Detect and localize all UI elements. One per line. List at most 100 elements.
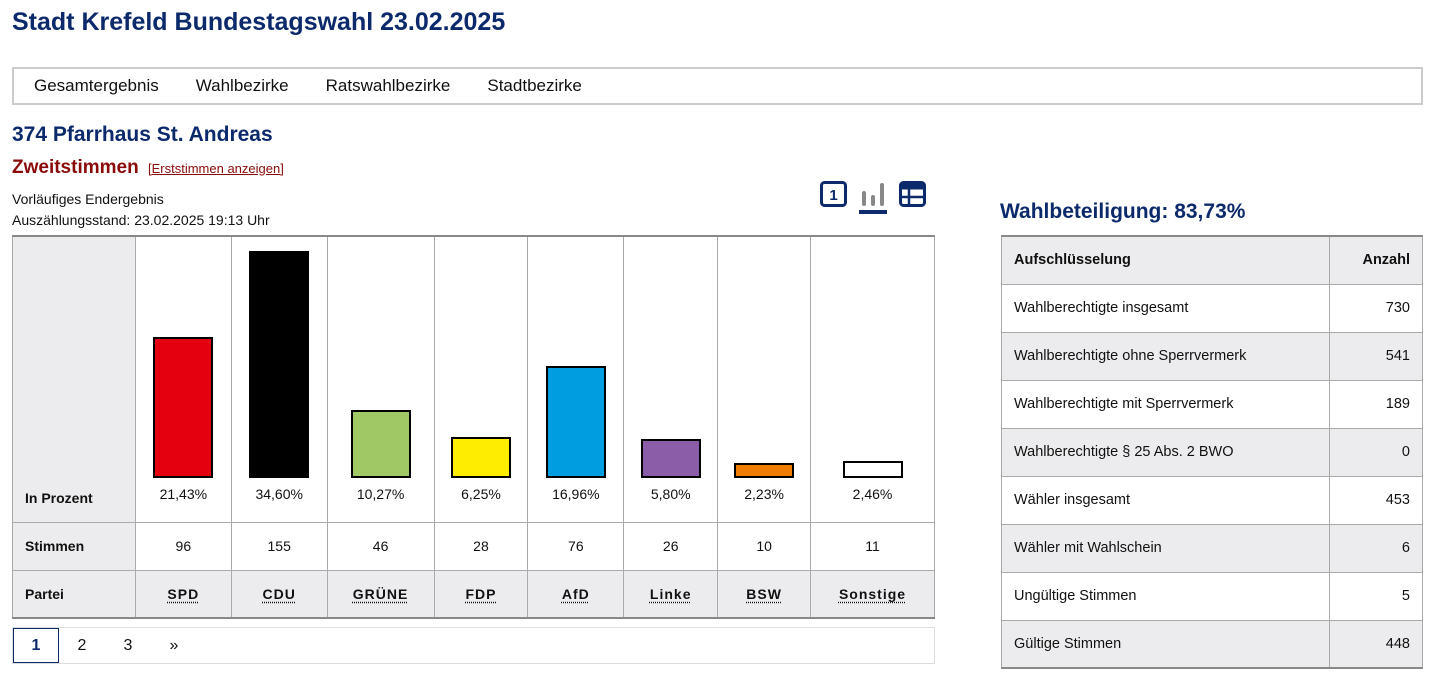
- bar-bsw: [734, 462, 795, 478]
- bar-chart-icon[interactable]: [859, 181, 887, 215]
- number-view-icon[interactable]: 1: [820, 181, 847, 207]
- stat-value: 541: [1329, 331, 1423, 381]
- vote-type-heading: Zweitstimmen [Erststimmen anzeigen]: [12, 157, 284, 179]
- votes-fdp: 28: [433, 521, 529, 571]
- bar-afd: [545, 366, 606, 478]
- stat-value: 6: [1329, 523, 1423, 573]
- nav-wahlbezirke[interactable]: Wahlbezirke: [195, 76, 289, 95]
- percent-label-cdu: 34,60%: [255, 485, 303, 502]
- votes-grüne: 46: [326, 521, 435, 571]
- stat-row: Wahlberechtigte ohne Sperrvermerk 541: [1001, 331, 1423, 381]
- row-label-percent: In Prozent: [12, 235, 136, 523]
- votes-sonstige: 11: [810, 521, 935, 571]
- main-nav: Gesamtergebnis Wahlbezirke Ratswahlbezir…: [12, 67, 1423, 105]
- view-switcher: 1: [820, 181, 926, 215]
- stat-row: Ungültige Stimmen 5: [1001, 571, 1423, 621]
- stat-value: 189: [1329, 379, 1423, 429]
- stat-value: 5: [1329, 571, 1423, 621]
- nav-ratswahlbezirke[interactable]: Ratswahlbezirke: [325, 76, 451, 95]
- stat-row: Wahlberechtigte § 25 Abs. 2 BWO 0: [1001, 427, 1423, 477]
- stat-value: 730: [1329, 283, 1423, 333]
- header-breakdown: Aufschlüsselung: [1001, 235, 1330, 285]
- stat-row: Gültige Stimmen 448: [1001, 619, 1423, 669]
- turnout-heading: Wahlbeteiligung: 83,73%: [1000, 200, 1246, 223]
- result-meta: Vorläufiges Endergebnis Auszählungsstand…: [12, 189, 270, 231]
- votes-afd: 76: [527, 521, 625, 571]
- stat-value: 453: [1329, 475, 1423, 525]
- stat-value: 448: [1329, 619, 1423, 669]
- bar-cell-spd: 21,43%: [134, 235, 232, 523]
- party-link[interactable]: AfD: [561, 585, 590, 602]
- bar-cell-afd: 16,96%: [527, 235, 625, 523]
- party-cdu[interactable]: CDU: [230, 569, 328, 619]
- stat-label: Wahlberechtigte mit Sperrvermerk: [1001, 379, 1330, 429]
- page-next[interactable]: »: [169, 636, 179, 654]
- bar-cell-cdu: 34,60%: [230, 235, 328, 523]
- vote-type: Zweitstimmen: [12, 157, 139, 178]
- pagination: 1 2 3 »: [12, 627, 935, 664]
- row-label-votes: Stimmen: [12, 521, 136, 571]
- count-state: Auszählungsstand: 23.02.2025 19:13 Uhr: [12, 212, 270, 228]
- percent-label-sonstige: 2,46%: [852, 485, 893, 502]
- header-count: Anzahl: [1329, 235, 1423, 285]
- turnout-table: Aufschlüsselung Anzahl Wahlberechtigte in…: [1001, 235, 1423, 669]
- bar-cell-linke: 5,80%: [623, 235, 719, 523]
- party-link[interactable]: SPD: [167, 585, 200, 602]
- bar-sonstige: [842, 461, 903, 478]
- bar-fdp: [450, 436, 511, 478]
- result-status: Vorläufiges Endergebnis: [12, 191, 164, 207]
- party-link[interactable]: Linke: [649, 585, 692, 602]
- percent-label-afd: 16,96%: [552, 485, 600, 502]
- votes-linke: 26: [623, 521, 719, 571]
- stat-label: Wähler insgesamt: [1001, 475, 1330, 525]
- row-label-party: Partei: [12, 569, 136, 619]
- percent-label-fdp: 6,25%: [461, 485, 501, 502]
- percent-label-linke: 5,80%: [650, 485, 691, 502]
- stat-label: Wahlberechtigte insgesamt: [1001, 283, 1330, 333]
- party-link[interactable]: GRÜNE: [352, 585, 409, 602]
- stat-label: Wahlberechtigte § 25 Abs. 2 BWO: [1001, 427, 1330, 477]
- party-link[interactable]: BSW: [746, 585, 782, 602]
- stat-label: Gültige Stimmen: [1001, 619, 1330, 669]
- page-title: Stadt Krefeld Bundestagswahl 23.02.2025: [12, 8, 506, 36]
- page-3[interactable]: 3: [123, 636, 133, 654]
- erststimmen-link[interactable]: [Erststimmen anzeigen]: [147, 161, 284, 176]
- stat-value: 0: [1329, 427, 1423, 477]
- bar-cdu: [249, 250, 310, 478]
- bar-spd: [153, 336, 214, 478]
- stat-label: Wahlberechtigte ohne Sperrvermerk: [1001, 331, 1330, 381]
- votes-cdu: 155: [230, 521, 328, 571]
- party-link[interactable]: Sonstige: [838, 585, 907, 602]
- bar-linke: [640, 439, 701, 478]
- party-fdp[interactable]: FDP: [433, 569, 529, 619]
- stat-label: Ungültige Stimmen: [1001, 571, 1330, 621]
- bar-grüne: [350, 410, 411, 478]
- party-link[interactable]: FDP: [465, 585, 497, 602]
- results-chart-table: In Prozent 21,43% 34,60% 10,27% 6,25% 16,96% 5…: [12, 235, 935, 619]
- bar-cell-grüne: 10,27%: [326, 235, 435, 523]
- stat-row: Wahlberechtigte insgesamt 730: [1001, 283, 1423, 333]
- nav-gesamtergebnis[interactable]: Gesamtergebnis: [34, 76, 159, 95]
- party-bsw[interactable]: BSW: [717, 569, 812, 619]
- party-link[interactable]: CDU: [262, 585, 296, 602]
- stat-row: Wähler insgesamt 453: [1001, 475, 1423, 525]
- party-spd[interactable]: SPD: [134, 569, 232, 619]
- bar-cell-sonstige: 2,46%: [810, 235, 935, 523]
- table-view-icon[interactable]: [899, 181, 926, 207]
- party-afd[interactable]: AfD: [527, 569, 625, 619]
- svg-text:1: 1: [829, 187, 837, 204]
- votes-bsw: 10: [717, 521, 812, 571]
- votes-spd: 96: [134, 521, 232, 571]
- district-title: 374 Pfarrhaus St. Andreas: [12, 123, 273, 146]
- party-linke[interactable]: Linke: [623, 569, 719, 619]
- bar-cell-fdp: 6,25%: [433, 235, 529, 523]
- percent-label-bsw: 2,23%: [744, 485, 784, 502]
- nav-stadtbezirke[interactable]: Stadtbezirke: [487, 76, 582, 95]
- party-sonstige[interactable]: Sonstige: [810, 569, 935, 619]
- stat-label: Wähler mit Wahlschein: [1001, 523, 1330, 573]
- party-grüne[interactable]: GRÜNE: [326, 569, 435, 619]
- bar-cell-bsw: 2,23%: [717, 235, 812, 523]
- percent-label-grüne: 10,27%: [356, 485, 405, 502]
- page-2[interactable]: 2: [77, 636, 87, 654]
- page-1[interactable]: 1: [13, 628, 59, 663]
